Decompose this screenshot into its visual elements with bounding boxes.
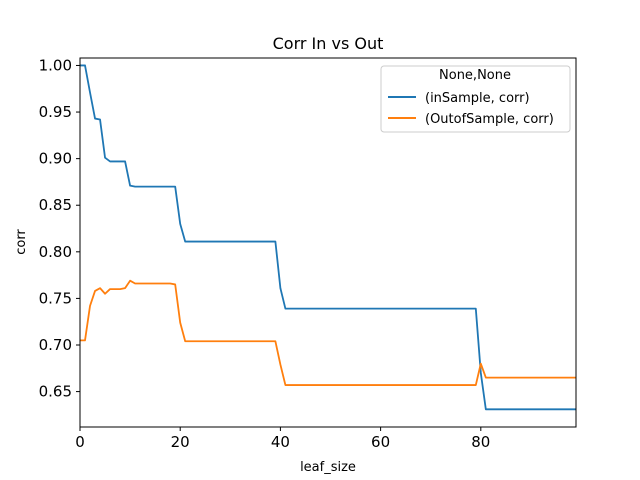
x-axis-label: leaf_size bbox=[300, 460, 356, 475]
series-lines bbox=[80, 64, 576, 411]
y-tick-label: 0.90 bbox=[39, 150, 72, 168]
y-tick-label: 0.80 bbox=[39, 243, 72, 261]
x-tick-label: 40 bbox=[271, 433, 290, 451]
legend-label-outofsample: (OutofSample, corr) bbox=[425, 112, 554, 127]
legend: None,None (inSample, corr) (OutofSample,… bbox=[380, 65, 571, 133]
y-tick-label: 1.00 bbox=[39, 56, 72, 74]
axes-frame bbox=[79, 57, 577, 428]
x-tick-label: 20 bbox=[171, 433, 190, 451]
legend-label-insample: (inSample, corr) bbox=[425, 91, 530, 106]
y-axis-label: corr bbox=[14, 229, 29, 255]
y-axis-ticks: 0.65 0.70 0.75 0.80 0.85 0.90 0.95 1.00 bbox=[39, 56, 80, 401]
y-tick-label: 0.95 bbox=[39, 103, 72, 121]
x-tick-label: 80 bbox=[471, 433, 490, 451]
y-tick-label: 0.65 bbox=[39, 383, 72, 401]
series-line-insample bbox=[80, 64, 576, 411]
y-tick-label: 0.85 bbox=[39, 196, 72, 214]
x-tick-label: 60 bbox=[371, 433, 390, 451]
series-line-outofsample bbox=[80, 279, 576, 386]
x-axis-ticks: 0 20 40 60 80 bbox=[75, 427, 490, 451]
y-tick-label: 0.75 bbox=[39, 289, 72, 307]
legend-title: None,None bbox=[439, 68, 511, 83]
y-tick-label: 0.70 bbox=[39, 336, 72, 354]
chart-title: Corr In vs Out bbox=[273, 34, 384, 53]
x-tick-label: 0 bbox=[75, 433, 85, 451]
legend-box bbox=[380, 65, 571, 133]
